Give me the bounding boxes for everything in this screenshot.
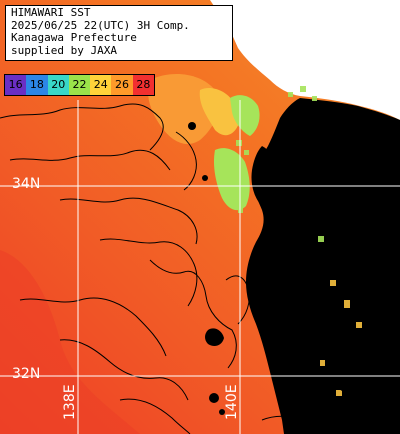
product-name: HIMAWARI SST: [11, 6, 91, 19]
region-name: Kanagawa Prefecture: [11, 31, 137, 44]
island: [219, 409, 225, 415]
sst-cold-region: [230, 95, 260, 136]
lat-label-34n: 34N: [12, 176, 41, 192]
graticule: [0, 100, 400, 434]
land-honshu: [246, 98, 400, 434]
lon-label-140e: 140E: [224, 384, 240, 420]
temperature-legend: 16 18 20 22 24 26 28: [4, 74, 155, 96]
island: [209, 393, 219, 403]
legend-swatch: 26: [111, 75, 133, 95]
island: [205, 328, 224, 346]
legend-swatch: 28: [132, 75, 154, 95]
land-izu: [251, 146, 276, 206]
legend-swatch: 20: [47, 75, 69, 95]
sst-contours: [0, 103, 391, 434]
legend-swatch: 24: [90, 75, 112, 95]
legend-swatch: 16: [5, 75, 27, 95]
no-data-region: [210, 0, 400, 120]
legend-swatch: 22: [68, 75, 91, 95]
island: [188, 122, 196, 130]
timestamp: 2025/06/25 22(UTC) 3H Comp.: [11, 18, 190, 32]
coastal-noise-warm: [320, 280, 362, 396]
sst-hot-region: [0, 250, 140, 434]
sst-cool-region: [199, 88, 240, 136]
lon-label-138e: 138E: [62, 384, 78, 420]
data-credit: supplied by JAXA: [11, 43, 117, 57]
legend-swatch: 18: [26, 75, 48, 95]
sst-cold-region-2: [213, 148, 250, 211]
lat-label-32n: 32N: [12, 366, 41, 382]
map-title-box: HIMAWARI SST 2025/06/25 22(UTC) 3H Comp.…: [5, 5, 233, 61]
island: [202, 175, 208, 181]
